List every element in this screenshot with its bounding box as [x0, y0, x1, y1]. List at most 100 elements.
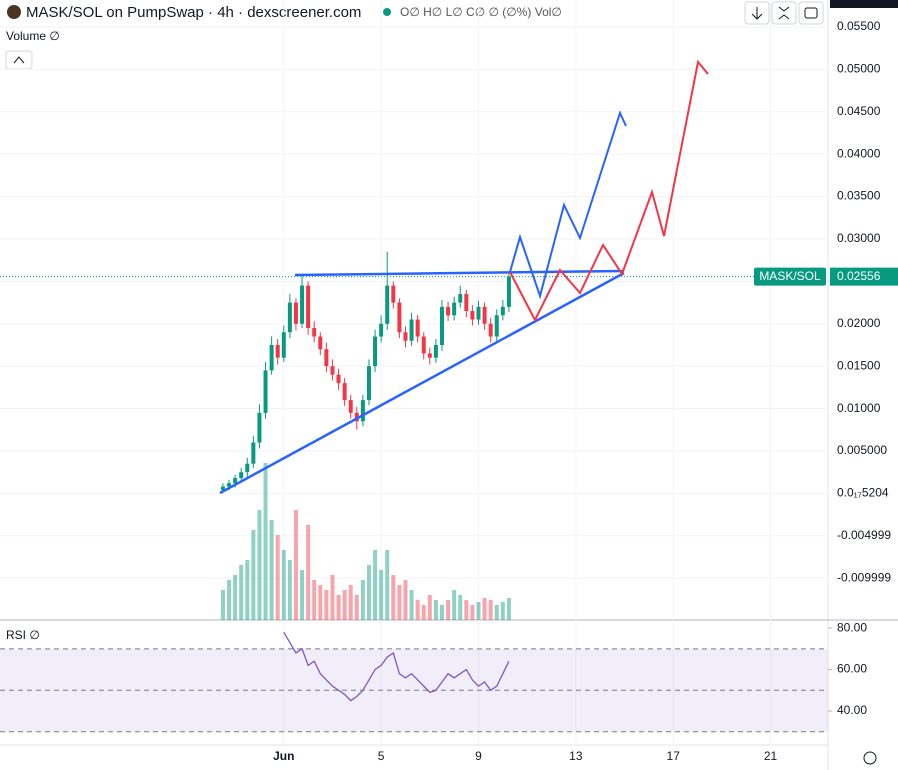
candle-body — [397, 302, 402, 333]
y-tick-label: 0.03000 — [837, 231, 881, 245]
volume-bar — [227, 580, 232, 620]
status-dot — [383, 8, 391, 16]
y-tick-label: 0.03500 — [837, 189, 881, 203]
volume-bar — [354, 595, 359, 620]
candle-body — [330, 366, 335, 375]
candle-body — [220, 486, 225, 490]
volume-bar — [409, 590, 414, 620]
volume-bar — [312, 580, 317, 620]
candle-body — [385, 285, 390, 324]
y-tick-label: 80.00 — [837, 620, 867, 634]
volume-bar — [500, 602, 505, 620]
volume-bar — [275, 535, 280, 620]
x-tick-label: 13 — [569, 749, 583, 763]
x-tick-label: 17 — [667, 749, 681, 763]
y-tick-label: 0.005000 — [837, 443, 887, 457]
volume-bar — [300, 570, 305, 620]
candle-body — [464, 294, 469, 312]
projection-red — [509, 59, 709, 323]
volume-bar — [433, 600, 438, 620]
candle-body — [373, 336, 378, 367]
candle-body — [348, 400, 353, 413]
candle-body — [233, 478, 238, 484]
candle-body — [391, 285, 396, 303]
y-tick-label: -0.004999 — [837, 528, 891, 542]
candle-body — [293, 302, 298, 324]
candle-body — [476, 306, 481, 320]
rsi-label: RSI ∅ — [6, 628, 40, 642]
symbol-tag — [754, 267, 826, 286]
volume-bar — [293, 510, 298, 620]
y-tick-label: 0.05500 — [837, 19, 881, 33]
candle-body — [245, 463, 250, 473]
candle-body — [257, 412, 262, 443]
candle-body — [269, 344, 274, 371]
volume-bar — [421, 605, 426, 620]
candle-body — [263, 370, 268, 413]
volume-bar — [427, 595, 432, 620]
volume-bar — [239, 565, 244, 620]
y-tick-label: 0.02000 — [837, 316, 881, 330]
candle-body — [421, 336, 426, 354]
volume-label: Volume ∅ — [6, 29, 60, 43]
candle-body — [251, 442, 256, 464]
collapse-panes-button[interactable] — [771, 1, 797, 25]
candle-body — [427, 353, 432, 358]
candle-body — [409, 319, 414, 341]
volume-bar — [348, 585, 353, 620]
x-tick-label: 5 — [378, 749, 385, 763]
volume-bar — [245, 560, 250, 620]
candle-body — [506, 276, 511, 307]
candle-body — [239, 472, 244, 479]
candle-body — [275, 344, 280, 358]
y-tick-label: -0.009999 — [837, 570, 891, 584]
y-tick-label: 0.0₁₇5204 — [837, 486, 889, 500]
volume-bar — [446, 600, 451, 620]
volume-bar — [336, 595, 341, 620]
resistance-trendline — [294, 269, 625, 277]
maximize-button[interactable] — [798, 1, 824, 25]
volume-bar — [488, 600, 493, 620]
collapse-button[interactable] — [5, 50, 33, 70]
volume-bar — [287, 560, 292, 620]
volume-bar — [506, 598, 511, 620]
y-tick-label: 0.01500 — [837, 358, 881, 372]
volume-bar — [373, 550, 378, 620]
y-tick-label: 0.04500 — [837, 104, 881, 118]
candle-body — [318, 336, 323, 350]
candle-body — [458, 294, 463, 303]
volume-bar — [342, 590, 347, 620]
support-trendline — [219, 271, 625, 495]
candle-body — [452, 302, 457, 316]
volume-bar — [324, 590, 329, 620]
candle-body — [470, 311, 475, 320]
volume-bar — [269, 520, 274, 620]
volume-bar — [397, 585, 402, 620]
ohlc-legend: O∅ H∅ L∅ C∅ ∅ (∅%) Vol∅ — [400, 5, 562, 19]
collapse-icon — [778, 6, 790, 20]
candle-body — [227, 483, 232, 487]
candle-body — [342, 383, 347, 401]
chevron-icon — [13, 56, 25, 64]
volume-bar — [470, 605, 475, 620]
candle-body — [433, 344, 438, 358]
volume-bar — [220, 590, 225, 620]
volume-bar — [330, 575, 335, 620]
candle-body — [336, 374, 341, 384]
candle-body — [403, 332, 408, 341]
candle-body — [500, 306, 505, 316]
volume-bar — [494, 605, 499, 620]
candle-body — [482, 306, 487, 324]
volume-bar — [263, 463, 268, 620]
candle-body — [324, 349, 329, 367]
settings-icon[interactable] — [863, 751, 877, 765]
candle-body — [366, 366, 371, 401]
projection-blue — [509, 110, 627, 300]
candle-body — [306, 285, 311, 329]
candle-body — [360, 400, 365, 422]
maximize-icon — [804, 7, 818, 19]
y-tick-label: 0.04000 — [837, 146, 881, 160]
crosshair-price-tag — [830, 0, 898, 8]
x-tick-label: 21 — [764, 749, 778, 763]
